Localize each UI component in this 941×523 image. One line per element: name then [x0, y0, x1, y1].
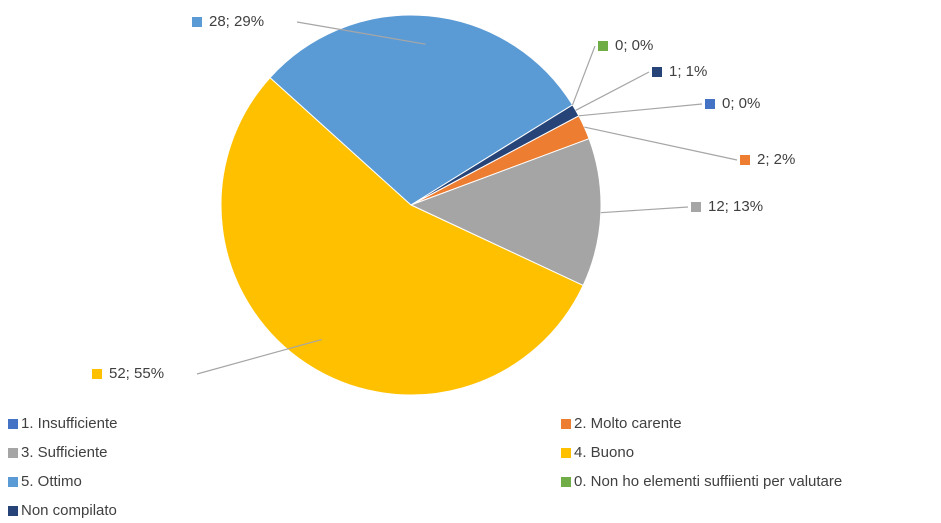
data-label: 2; 2%	[757, 151, 795, 168]
leader-line	[578, 103, 703, 117]
legend-label: 5. Ottimo	[21, 473, 82, 490]
data-label: 52; 55%	[109, 365, 164, 382]
legend-swatch	[8, 419, 18, 429]
legend-swatch	[561, 448, 571, 458]
label-swatch	[691, 202, 701, 212]
legend-swatch	[8, 448, 18, 458]
label-swatch	[705, 99, 715, 109]
data-label: 28; 29%	[209, 13, 264, 30]
label-swatch	[652, 67, 662, 77]
data-label: 1; 1%	[669, 63, 707, 80]
leader-line	[296, 21, 426, 45]
legend-swatch	[561, 419, 571, 429]
legend-swatch	[8, 506, 18, 516]
legend-swatch	[8, 477, 18, 487]
label-swatch	[192, 17, 202, 27]
data-label: 12; 13%	[708, 198, 763, 215]
legend-label: 3. Sufficiente	[21, 444, 107, 461]
data-label: 0; 0%	[722, 95, 760, 112]
legend-label: 2. Molto carente	[574, 415, 682, 432]
legend-label: 1. Insufficiente	[21, 415, 117, 432]
label-swatch	[740, 155, 750, 165]
leader-line	[600, 206, 689, 214]
leader-line	[584, 126, 738, 161]
legend-swatch	[561, 477, 571, 487]
legend-label: 4. Buono	[574, 444, 634, 461]
data-label: 0; 0%	[615, 37, 653, 54]
pie-slice	[220, 76, 584, 396]
leader-line	[571, 45, 596, 106]
label-swatch	[92, 369, 102, 379]
leader-line	[575, 71, 650, 111]
legend-label: Non compilato	[21, 502, 117, 519]
leader-line	[196, 338, 322, 375]
label-swatch	[598, 41, 608, 51]
legend-label: 0. Non ho elementi suffiienti per valuta…	[574, 473, 842, 490]
pie-slice	[269, 14, 574, 206]
